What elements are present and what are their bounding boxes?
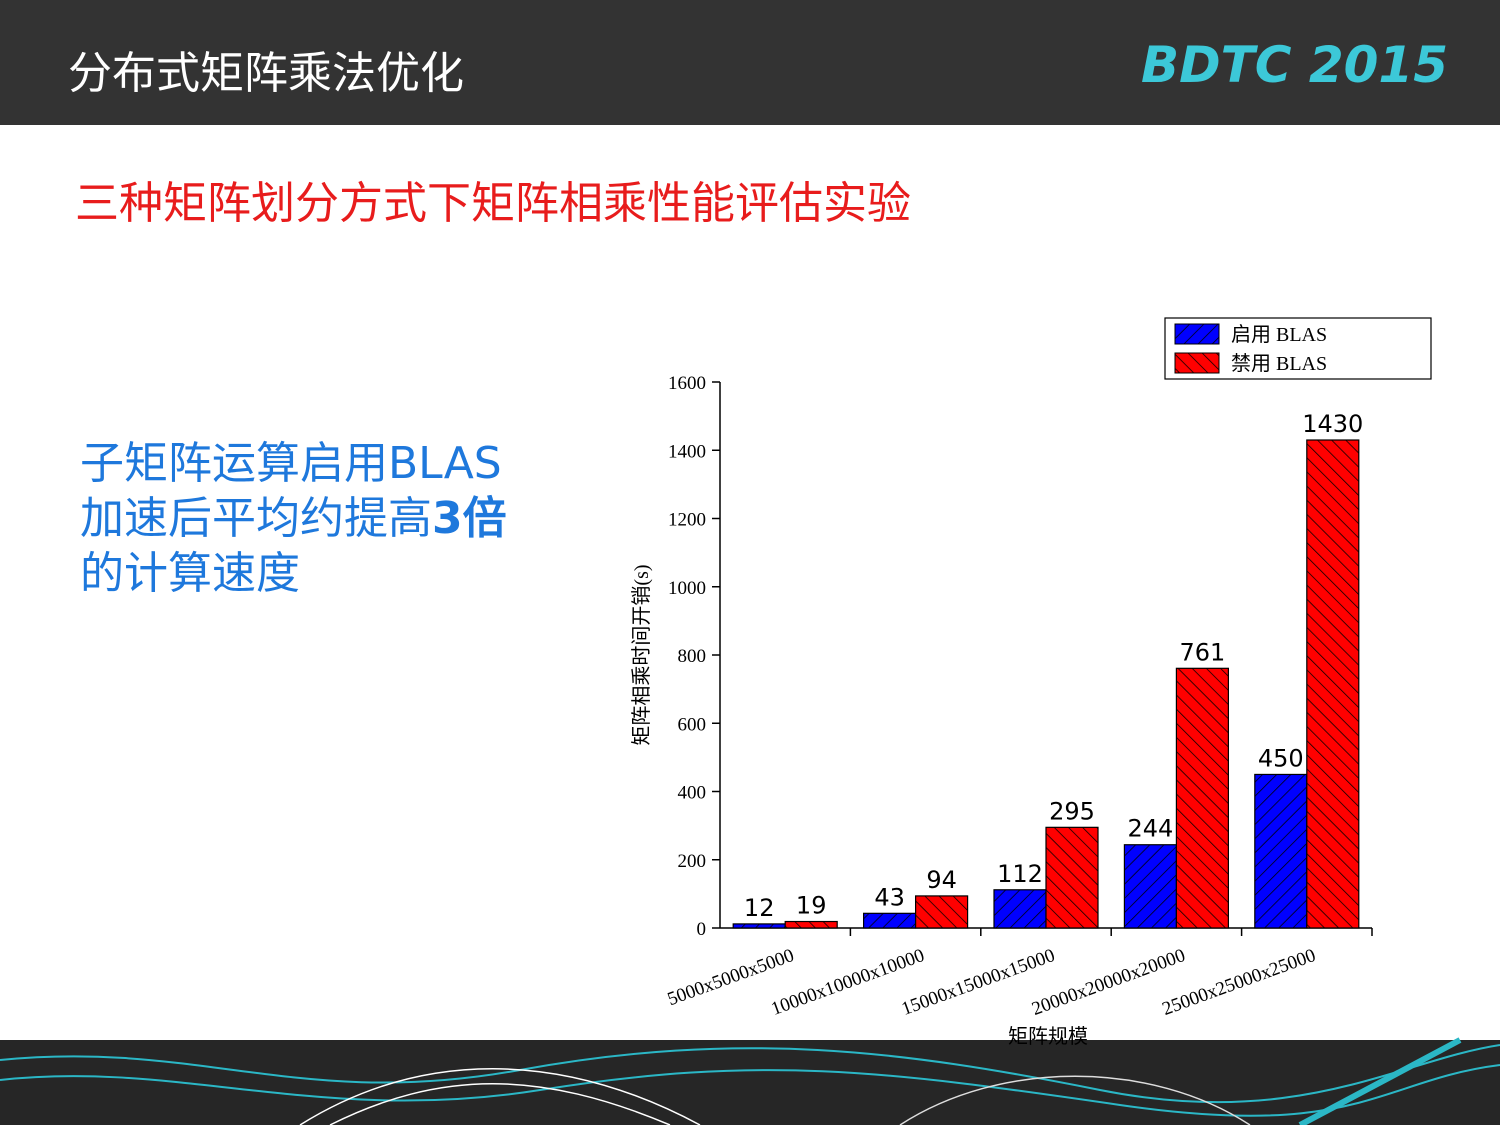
y-tick-label: 800 — [678, 646, 707, 667]
legend-label: 禁用 BLAS — [1231, 352, 1327, 375]
y-tick-label: 1000 — [668, 578, 706, 599]
value-label: 19 — [796, 892, 827, 920]
note-line: 子矩阵运算启用BLAS — [80, 438, 502, 489]
note-line: 的计算速度 — [80, 548, 300, 599]
y-tick-label: 600 — [678, 714, 707, 735]
header-title: 分布式矩阵乘法优化 — [68, 48, 464, 99]
y-axis-label: 矩阵相乘时间开销(s) — [630, 564, 653, 745]
y-tick-label: 1600 — [668, 373, 706, 394]
bar-hatch — [1306, 440, 1359, 928]
note-line: 加速后平均约提高3倍 — [80, 493, 507, 544]
footer-decoration — [0, 1037, 1500, 1125]
note-text: 子矩阵运算启用BLAS — [80, 438, 502, 489]
value-label: 12 — [744, 894, 775, 922]
value-label: 450 — [1258, 744, 1304, 772]
bar-hatch — [785, 921, 838, 928]
y-tick-label: 200 — [678, 851, 707, 872]
note-text: 的计算速度 — [80, 548, 300, 599]
y-tick-label: 400 — [678, 783, 707, 804]
header-bar — [0, 0, 1500, 125]
value-label: 295 — [1049, 797, 1095, 825]
value-label: 761 — [1179, 638, 1225, 666]
subtitle: 三种矩阵划分方式下矩阵相乘性能评估实验 — [75, 178, 911, 229]
bar-hatch — [1176, 668, 1229, 928]
note-emphasis: 3倍 — [432, 493, 507, 544]
bar-hatch — [1254, 774, 1307, 928]
bar-hatch — [994, 889, 1046, 928]
legend-hatch — [1175, 353, 1219, 373]
value-label: 112 — [997, 860, 1043, 888]
x-axis-label: 矩阵规模 — [1008, 1025, 1088, 1048]
value-label: 1430 — [1302, 410, 1363, 438]
y-tick-label: 1200 — [668, 510, 706, 531]
logo: BDTC 2015 — [1141, 36, 1448, 94]
note-text: 加速后平均约提高 — [80, 493, 432, 544]
chart: 020040060080010001200140016005000x5000x5… — [630, 317, 1432, 1048]
legend-label: 启用 BLAS — [1231, 323, 1327, 346]
y-tick-label: 1400 — [668, 441, 706, 462]
value-label: 244 — [1127, 815, 1173, 843]
bar-hatch — [733, 923, 786, 928]
legend-hatch — [1175, 324, 1219, 344]
value-label: 43 — [874, 883, 905, 911]
y-tick-label: 0 — [697, 919, 707, 940]
bar-hatch — [1124, 844, 1177, 928]
bar-hatch — [1046, 827, 1098, 928]
bar-hatch — [915, 895, 968, 928]
bar-hatch — [863, 913, 916, 928]
value-label: 94 — [926, 866, 957, 894]
